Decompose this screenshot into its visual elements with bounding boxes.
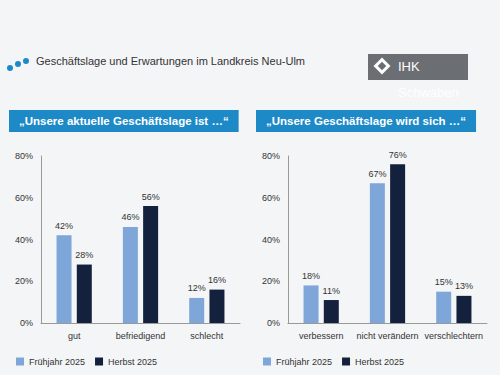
svg-text:befriedigend: befriedigend bbox=[116, 331, 166, 341]
svg-text:Frühjahr 2025: Frühjahr 2025 bbox=[29, 357, 85, 367]
svg-text:80%: 80% bbox=[262, 151, 280, 161]
svg-text:Frühjahr 2025: Frühjahr 2025 bbox=[276, 357, 332, 367]
svg-text:„Unsere aktuelle Geschäftslage: „Unsere aktuelle Geschäftslage ist …“ bbox=[19, 115, 229, 127]
html-text:IHK Schwaben: IHK Schwaben bbox=[398, 59, 459, 100]
svg-text:0%: 0% bbox=[20, 318, 33, 328]
svg-text:76%: 76% bbox=[389, 150, 407, 160]
svg-text:28%: 28% bbox=[75, 250, 93, 260]
svg-text:40%: 40% bbox=[262, 235, 280, 245]
svg-text:15%: 15% bbox=[435, 277, 453, 287]
svg-text:80%: 80% bbox=[15, 151, 33, 161]
html-text:Geschäftslage und Erwartungen: Geschäftslage und Erwartungen im Landkre… bbox=[36, 55, 305, 67]
svg-text:67%: 67% bbox=[368, 169, 386, 179]
svg-text:16%: 16% bbox=[208, 275, 226, 285]
svg-text:13%: 13% bbox=[455, 281, 473, 291]
svg-text:40%: 40% bbox=[15, 235, 33, 245]
svg-text:20%: 20% bbox=[15, 276, 33, 286]
svg-text:0%: 0% bbox=[267, 318, 280, 328]
svg-text:verschlechtern: verschlechtern bbox=[425, 331, 484, 341]
svg-text:18%: 18% bbox=[302, 271, 320, 281]
svg-text:verbessern: verbessern bbox=[299, 331, 344, 341]
svg-text:Herbst 2025: Herbst 2025 bbox=[108, 357, 157, 367]
svg-text:42%: 42% bbox=[55, 221, 73, 231]
svg-text:nicht verändern: nicht verändern bbox=[356, 331, 418, 341]
svg-text:gut: gut bbox=[68, 331, 81, 341]
svg-text:11%: 11% bbox=[323, 286, 340, 296]
svg-text:„Unsere Geschäftslage wird sic: „Unsere Geschäftslage wird sich …“ bbox=[266, 115, 466, 127]
svg-text:Herbst 2025: Herbst 2025 bbox=[355, 357, 404, 367]
svg-text:schlecht: schlecht bbox=[190, 331, 224, 341]
svg-text:46%: 46% bbox=[121, 212, 139, 222]
svg-text:60%: 60% bbox=[262, 193, 280, 203]
svg-text:12%: 12% bbox=[188, 283, 206, 293]
svg-text:60%: 60% bbox=[15, 193, 33, 203]
svg-text:56%: 56% bbox=[142, 192, 160, 202]
svg-text:20%: 20% bbox=[262, 276, 280, 286]
